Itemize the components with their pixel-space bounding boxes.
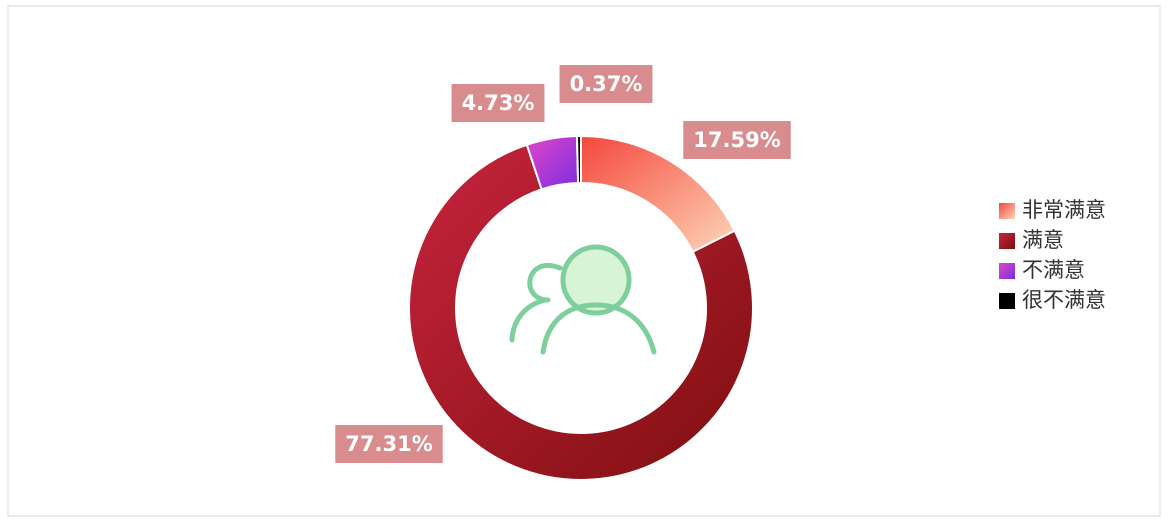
slice — [575, 134, 582, 185]
data-label-bg — [451, 84, 545, 122]
data-label-bg — [683, 121, 791, 159]
data-label: 0.37% — [570, 72, 643, 96]
data-label: 17.59% — [693, 128, 780, 152]
center-icon — [509, 244, 657, 355]
legend-label: 满意 — [1022, 228, 1064, 252]
data-label: 4.73% — [462, 91, 535, 115]
data-label: 77.31% — [345, 432, 432, 456]
data-label-bg — [335, 425, 443, 463]
legend-label: 很不满意 — [1022, 288, 1106, 312]
legend-label: 不满意 — [1022, 258, 1085, 282]
legend-swatch — [999, 263, 1015, 279]
legend-swatch — [999, 233, 1015, 249]
legend-label: 非常满意 — [1022, 198, 1106, 222]
data-label-bg — [559, 65, 653, 103]
legend-swatch — [999, 203, 1015, 219]
slice — [408, 143, 754, 481]
legend-swatch — [999, 293, 1015, 309]
